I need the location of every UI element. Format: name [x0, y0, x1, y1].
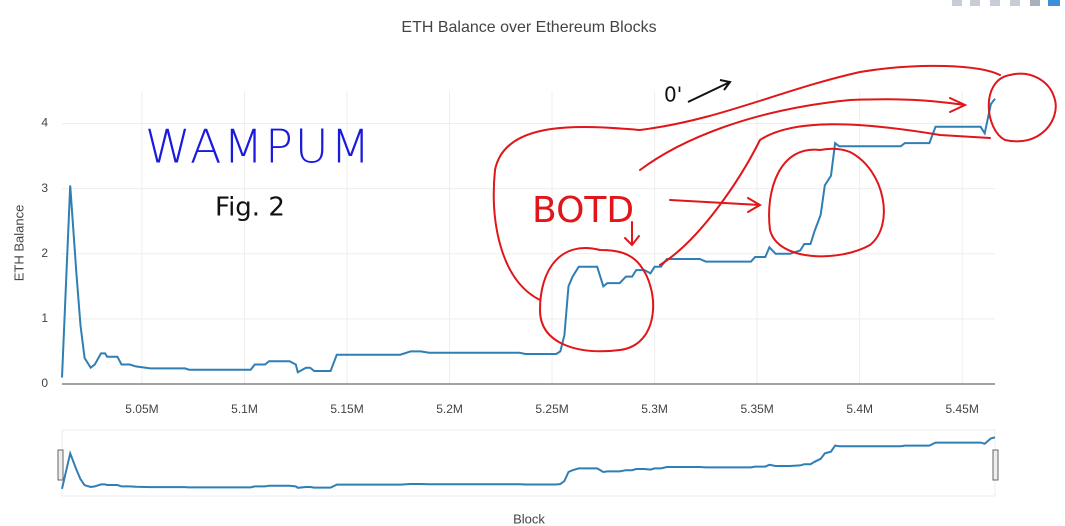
y-tick-label: 2 — [41, 246, 48, 260]
annotation: WAMPUM — [145, 120, 372, 174]
range-slider — [61, 429, 996, 497]
data-line — [61, 98, 996, 378]
chart-title: ETH Balance over Ethereum Blocks — [401, 19, 656, 36]
plotly-logo[interactable] — [1048, 0, 1060, 6]
modebar-button[interactable] — [952, 0, 962, 6]
annotation: 0' — [664, 83, 682, 107]
circle-mark — [768, 147, 885, 258]
range-handle[interactable] — [57, 449, 64, 481]
y-tick-label: 0 — [41, 376, 48, 390]
annotation: Fig. 2 — [215, 193, 285, 223]
hand-drawings — [492, 64, 1057, 353]
arrow — [639, 97, 968, 171]
x-tick-label: 5.2M — [436, 402, 463, 416]
x-tick-label: 5.15M — [330, 402, 363, 416]
modebar-button[interactable] — [990, 0, 1000, 6]
x-tick-label: 5.4M — [846, 402, 873, 416]
x-tick-label: 5.1M — [231, 402, 258, 416]
modebar-button[interactable] — [970, 0, 980, 6]
x-tick-label: 5.25M — [535, 402, 568, 416]
modebar-button[interactable] — [1010, 0, 1020, 6]
x-axis-title: Block — [513, 511, 545, 526]
arrow — [669, 197, 762, 213]
x-tick-label: 5.3M — [641, 402, 668, 416]
arrow — [624, 221, 640, 247]
plot-area: 0 1 2 3 4 5.05M 5.1M 5.15M 5.2M 5.25M 5.3M 5.35M 5.4… — [41, 91, 999, 497]
y-tick-label: 1 — [41, 311, 48, 325]
arrow — [687, 79, 732, 103]
range-handle[interactable] — [992, 449, 999, 481]
modebar[interactable] — [952, 0, 1060, 6]
outline — [659, 123, 991, 266]
x-tick-label: 5.05M — [125, 402, 158, 416]
range-slider-line — [61, 436, 996, 490]
modebar-button[interactable] — [1030, 0, 1040, 6]
y-tick-label: 3 — [41, 181, 48, 195]
circle-mark — [538, 247, 655, 353]
y-axis-title: ETH Balance — [11, 205, 26, 282]
annotation: BOTD — [532, 190, 634, 231]
circle-mark — [987, 72, 1057, 143]
x-tick-label: 5.35M — [740, 402, 773, 416]
x-tick-label: 5.45M — [946, 402, 979, 416]
outline — [492, 64, 1001, 301]
y-tick-label: 4 — [41, 116, 48, 130]
